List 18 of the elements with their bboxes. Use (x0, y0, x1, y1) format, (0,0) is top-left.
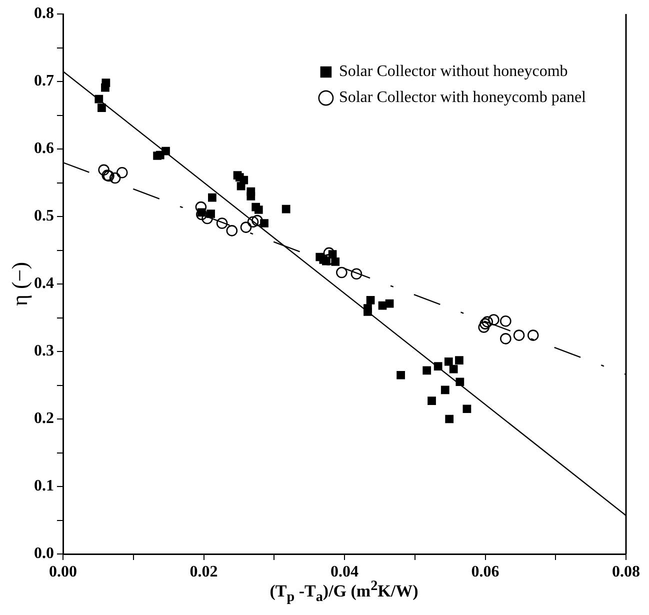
y-tick-label: 0.6 (34, 140, 54, 158)
x-tick-label: 0.06 (471, 564, 500, 581)
y-tick-label: 0.1 (34, 478, 54, 495)
x-tick-label: 0.00 (49, 564, 77, 581)
x-tick-label: 0.08 (612, 564, 640, 581)
y-tick-label: 0.3 (34, 342, 54, 360)
x-axis-title: (T$_{p}$ -T$_{a}$)/G (m$^{2}$K/W) (270, 578, 418, 606)
x-tick-label: 0.02 (190, 564, 218, 581)
y-axis-title: η (−) (7, 262, 33, 306)
y-tick-label: 0.2 (34, 410, 54, 428)
x-tick-label: 0.04 (330, 564, 358, 581)
legend-label: Solar Collector without honeycomb (338, 63, 568, 80)
legend-label: Solar Collector with honeycomb panel (338, 89, 587, 106)
y-tick-label: 0.5 (34, 208, 54, 225)
y-tick-label: 0.4 (34, 275, 54, 292)
y-tick-label: 0.8 (34, 5, 54, 22)
y-tick-label: 0.0 (34, 545, 54, 562)
y-tick-label: 0.7 (34, 72, 54, 90)
